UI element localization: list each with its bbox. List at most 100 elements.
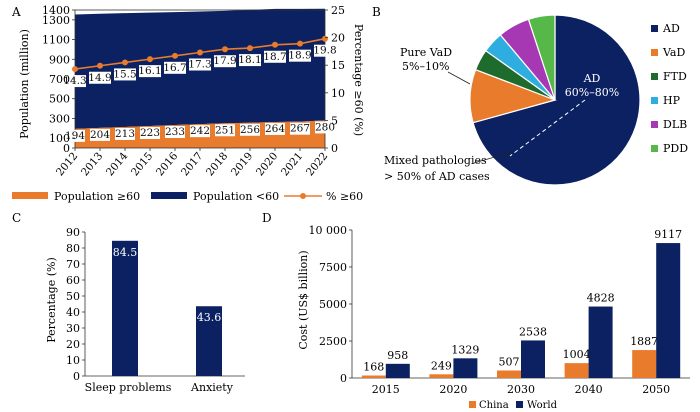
y-tick-label: 50 (66, 290, 80, 303)
legend-label-dlb: DLB (663, 118, 687, 131)
panel-a-y2label: Percentage ≥60 (%) (352, 24, 365, 136)
x-tick-label: Sleep problems (85, 381, 172, 394)
bar-1 (196, 306, 222, 376)
bar-china (429, 374, 454, 378)
bar-value-label: 43.6 (197, 311, 222, 324)
y-tick-label: 7500 (319, 261, 347, 274)
panel-b-legend: AD VaD FTD HP DLB PDD (651, 22, 688, 155)
pie-label-mixed-2: > 50% of AD cases (384, 170, 490, 183)
x-tick-label: 2015 (372, 383, 400, 396)
bar-value-label: 1329 (451, 343, 479, 356)
pop-label-box (315, 121, 335, 134)
bar-world (385, 363, 410, 378)
legend-label-popunder60: Population <60 (193, 190, 279, 203)
bar-value-label: 1004 (563, 348, 591, 361)
bar-china (564, 363, 589, 378)
panel-a: 14.3 14.9 15.5 16.1 16.7 17.3 17.9 18.1 18.7 18.9… (12, 4, 365, 203)
bar-world (656, 243, 681, 378)
y-tick-label: 80 (66, 242, 80, 255)
bar-value-label: 168 (363, 361, 384, 374)
bar-value-label: 9117 (654, 228, 682, 241)
pct-label-box (89, 71, 111, 84)
x-tick-label: 2030 (507, 383, 535, 396)
legend-swatch-hp (651, 97, 658, 104)
pop-data-label: 204 (90, 129, 110, 141)
mixed-pointer (473, 151, 513, 164)
pct-data-label: 14.3 (63, 75, 86, 87)
bar-value-label: 4828 (587, 292, 615, 305)
y-tick-label: 20 (66, 338, 80, 351)
x-tick-label: 2018 (204, 150, 230, 178)
pop-label-box (240, 123, 260, 136)
y-tick-label: 5000 (319, 298, 347, 311)
legend-label-pop60: Population ≥60 (54, 190, 140, 203)
vad-pointer (447, 71, 471, 85)
panel-d-ylabel: Cost (US$ billion) (297, 250, 310, 349)
pct-label-box (189, 58, 211, 71)
pct-label-box (314, 44, 336, 57)
y-tick-label: 0 (73, 370, 80, 383)
pop-label-box (65, 129, 85, 142)
y-tick-label: 1300 (42, 14, 70, 27)
line-marker (272, 41, 278, 48)
line-marker (297, 40, 303, 47)
pct-data-label: 18.9 (288, 50, 311, 62)
y-tick-label: 2500 (319, 335, 347, 348)
y-tick-label: 300 (49, 112, 70, 125)
legend-swatch-dlb (651, 121, 658, 128)
panel-letter-c: C (12, 211, 21, 225)
bar-world (521, 340, 545, 378)
line-marker (147, 56, 153, 63)
bar-value-label: 1887 (630, 335, 658, 348)
bar-world (588, 306, 613, 378)
y-tick-label: 60 (66, 274, 80, 287)
y-tick-label: 0 (63, 142, 70, 155)
pop-data-label: 256 (240, 124, 260, 136)
legend-label-vad: VaD (662, 46, 685, 59)
legend-label-world: World (527, 400, 558, 411)
bar-value-label: 507 (499, 355, 520, 368)
pop-label-box (265, 122, 285, 135)
legend-swatch-popunder60 (151, 192, 187, 199)
x-tick-label: 2013 (79, 150, 105, 178)
bar-china (361, 375, 386, 378)
pop-label-box (90, 128, 110, 141)
pct-data-label: 18.7 (263, 51, 286, 63)
line-marker (222, 46, 228, 53)
pie-slice-pdd (527, 14, 556, 101)
panel-c-ylabel: Percentage (%) (45, 257, 58, 343)
x-tick-label: 2050 (642, 383, 670, 396)
x-tick-label: 2020 (254, 150, 280, 178)
line-marker (172, 52, 178, 59)
pct-data-label: 17.9 (213, 55, 236, 67)
pop-data-label: 267 (290, 123, 310, 135)
y-tick-label: 30 (66, 322, 80, 335)
pct-label-box (139, 65, 161, 78)
legend-swatch-vad (651, 49, 658, 56)
x-tick-label: 2040 (575, 383, 603, 396)
pop-label-box (215, 124, 235, 137)
pop-label-box (290, 122, 310, 135)
panel-letter-a: A (11, 5, 21, 19)
bar-value-label: 2538 (519, 325, 547, 338)
line-marker (197, 49, 203, 56)
pct-data-label: 19.8 (313, 45, 336, 57)
pct-label-box (214, 55, 236, 68)
panel-a-x-ticks: 2012201320142015201620172018201920202021… (54, 148, 330, 178)
x-tick-label: 2016 (154, 150, 181, 178)
line-marker (72, 66, 78, 73)
legend-swatch-china (469, 401, 476, 408)
pop-data-label: 242 (190, 125, 210, 137)
pie-label-ad-range: 60%–80% (565, 86, 619, 99)
y2-tick-label: 0 (331, 142, 338, 155)
y2-tick-label: 15 (331, 59, 345, 72)
pop-label-box (115, 128, 135, 141)
y-tick-label: 1100 (42, 34, 70, 47)
panel-d-legend: China World (469, 400, 558, 411)
legend-label-ad: AD (662, 22, 680, 35)
pct-label-box (164, 61, 186, 74)
bar-china (632, 350, 657, 378)
